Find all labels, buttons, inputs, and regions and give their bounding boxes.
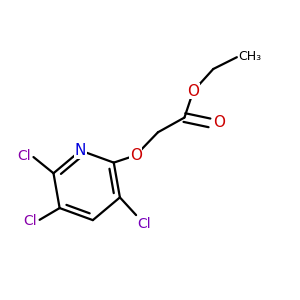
Text: Cl: Cl: [24, 214, 37, 228]
Text: O: O: [187, 84, 199, 99]
Text: O: O: [130, 148, 142, 163]
Text: CH₃: CH₃: [238, 50, 261, 63]
Text: O: O: [214, 116, 226, 130]
Text: N: N: [75, 143, 86, 158]
Text: Cl: Cl: [138, 217, 151, 231]
Text: Cl: Cl: [17, 149, 31, 163]
